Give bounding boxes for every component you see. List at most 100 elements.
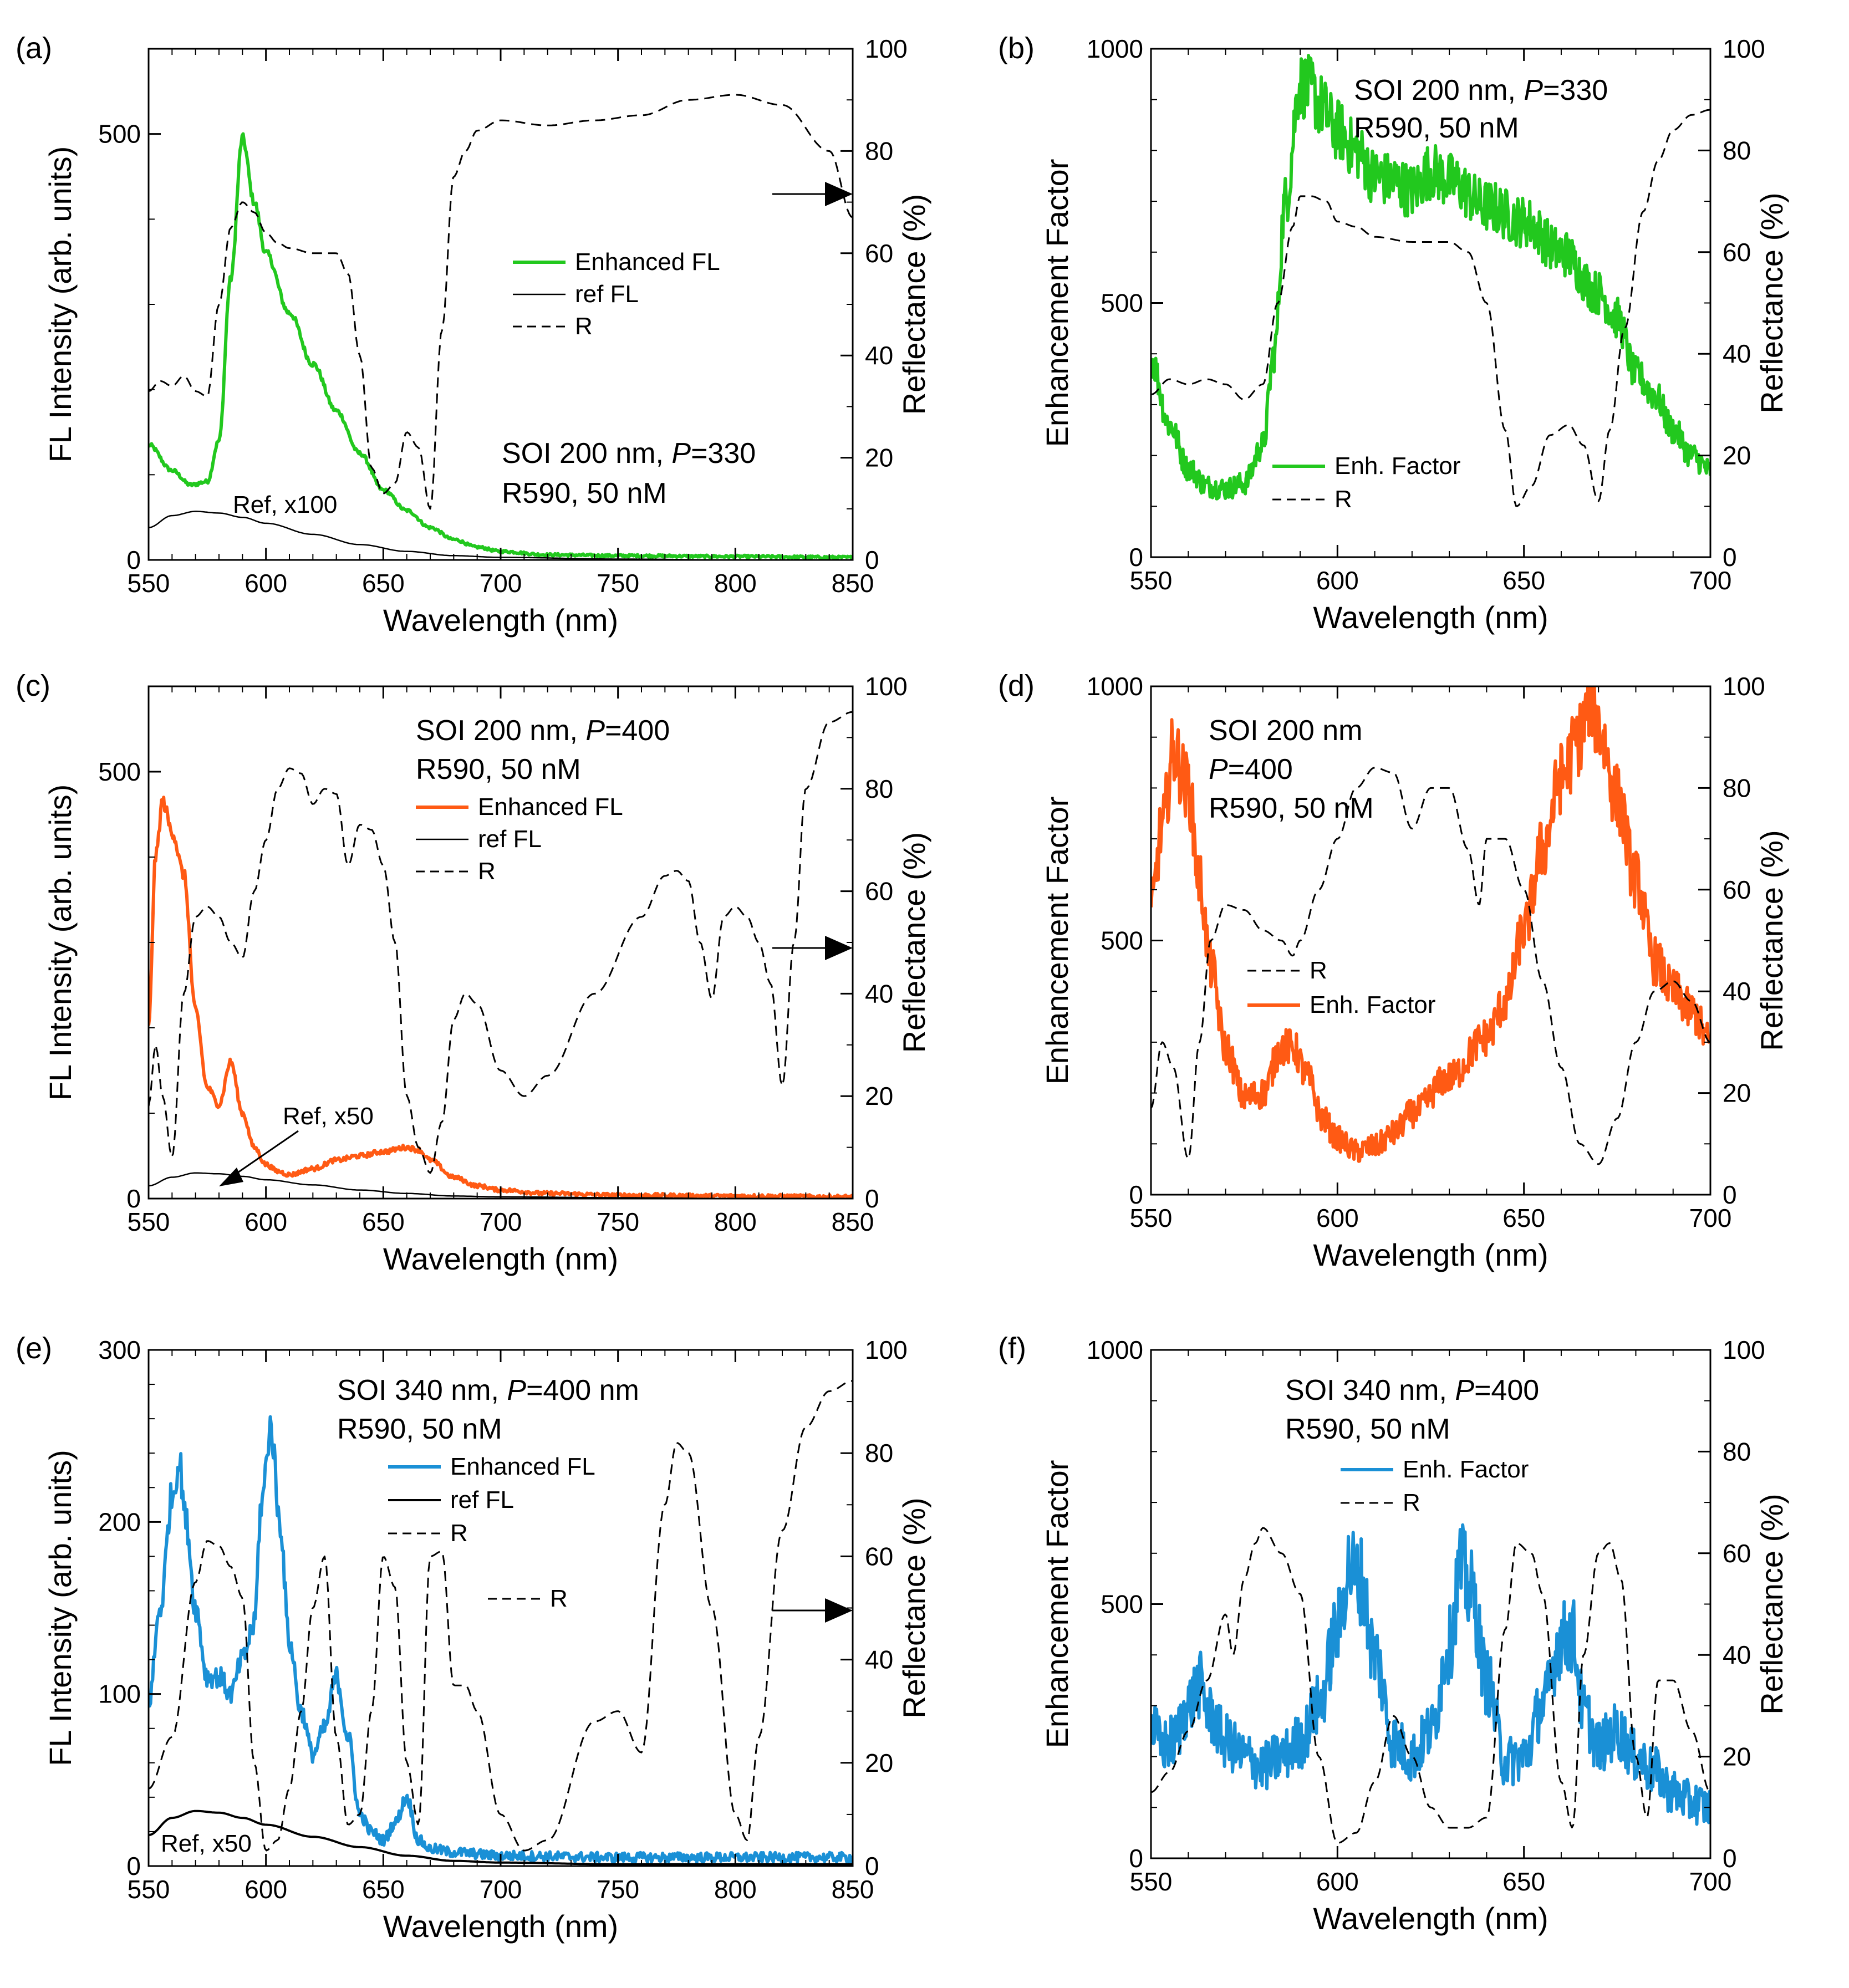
y2-tick-label: 0 — [1723, 1844, 1737, 1873]
x-tick-label: 600 — [245, 1207, 287, 1236]
chart-panel-f: 550 600 650 70005001000020406080100Waveleng… — [998, 1332, 1789, 1936]
legend-label: ref FL — [575, 281, 639, 308]
ref-pointer-arrowhead — [219, 1168, 243, 1186]
y2-tick-label: 100 — [1723, 34, 1765, 63]
series-r — [1151, 1527, 1710, 1844]
sample-annotation: SOI 200 nm — [1209, 715, 1362, 747]
panel-label: (b) — [998, 32, 1035, 65]
x-axis-label: Wavelength (nm) — [1313, 1901, 1548, 1936]
x-tick-label: 800 — [714, 1875, 757, 1904]
series-r — [149, 94, 853, 510]
series-enhanced-fl — [149, 796, 853, 1199]
x-tick-label: 550 — [1130, 1204, 1173, 1232]
y2-tick-label: 40 — [1723, 1640, 1751, 1669]
y2-tick-label: 40 — [865, 1645, 893, 1674]
legend-label-r: R — [550, 1585, 568, 1612]
y-tick-label: 500 — [98, 757, 141, 786]
legend-label: Enhanced FL — [575, 248, 720, 276]
x-tick-label: 650 — [362, 1207, 405, 1236]
ref-scale-label: Ref, x50 — [161, 1830, 252, 1857]
x-tick-label: 650 — [1502, 1867, 1545, 1896]
x-tick-label: 800 — [714, 569, 757, 598]
sample-annotation: P=400 — [1209, 753, 1293, 786]
y2-tick-label: 60 — [865, 1542, 893, 1571]
y2-tick-label: 60 — [1723, 875, 1751, 904]
chart-panel-b: 550 600 650 70005001000020406080100Waveleng… — [998, 32, 1789, 635]
y-tick-label: 0 — [1129, 543, 1143, 572]
y-tick-label: 0 — [126, 546, 141, 574]
x-tick-label: 700 — [480, 1875, 522, 1904]
panel-label: (e) — [16, 1332, 52, 1365]
axis-pointer-arrowhead — [825, 936, 853, 960]
legend-label: R — [1334, 486, 1352, 513]
panel-label: (a) — [16, 32, 52, 65]
sample-annotation: R590, 50 nM — [416, 753, 581, 786]
y-axis-label: FL Intensity (arb. units) — [43, 146, 78, 463]
y2-tick-label: 40 — [1723, 977, 1751, 1006]
y2-tick-label: 20 — [865, 1082, 893, 1110]
x-tick-label: 550 — [1130, 1867, 1173, 1896]
x-tick-label: 550 — [128, 1207, 170, 1236]
x-tick-label: 600 — [245, 1875, 287, 1904]
y2-tick-label: 20 — [865, 1749, 893, 1777]
axis-pointer-arrowhead — [825, 1598, 853, 1623]
y-axis-label: Enhancement Factor — [1040, 1460, 1074, 1749]
sample-annotation: SOI 200 nm, P=330 — [1354, 74, 1608, 106]
axis-pointer-arrowhead — [825, 182, 853, 206]
x-tick-label: 550 — [1130, 566, 1173, 595]
x-tick-label: 650 — [362, 569, 405, 598]
y2-tick-label: 40 — [1723, 339, 1751, 368]
x-axis-label: Wavelength (nm) — [1313, 600, 1548, 635]
x-tick-label: 600 — [245, 569, 287, 598]
legend-label: R — [450, 1520, 468, 1547]
y2-tick-label: 80 — [865, 136, 893, 165]
x-tick-label: 850 — [832, 1207, 874, 1236]
y-tick-label: 500 — [1101, 289, 1143, 318]
y-tick-label: 0 — [1129, 1844, 1143, 1873]
panel-label: (d) — [998, 669, 1035, 702]
x-tick-label: 700 — [480, 1207, 522, 1236]
x-tick-label: 550 — [128, 1875, 170, 1904]
sample-annotation: R590, 50 nM — [1285, 1413, 1450, 1445]
y-tick-label: 300 — [98, 1335, 141, 1364]
y2-tick-label: 0 — [1723, 543, 1737, 572]
legend-label: R — [1310, 957, 1327, 984]
sample-annotation: R590, 50 nM — [1354, 112, 1519, 144]
y2-tick-label: 60 — [1723, 238, 1751, 267]
legend-label: ref FL — [450, 1486, 514, 1513]
y2-axis-label: Reflectance (%) — [897, 194, 931, 415]
y-tick-label: 100 — [98, 1680, 141, 1709]
y-tick-label: 0 — [126, 1852, 141, 1880]
sample-annotation: R590, 50 nM — [1209, 792, 1374, 824]
x-axis-label: Wavelength (nm) — [1313, 1237, 1548, 1272]
legend-label: ref FL — [478, 825, 542, 853]
y2-axis-label: Reflectance (%) — [897, 832, 931, 1053]
x-axis-label: Wavelength (nm) — [383, 603, 618, 638]
legend-label: Enh. Factor — [1403, 1456, 1529, 1483]
y2-tick-label: 60 — [1723, 1539, 1751, 1568]
y2-tick-label: 80 — [1723, 1437, 1751, 1466]
y-axis-label: Enhancement Factor — [1040, 797, 1074, 1085]
sample-annotation: SOI 340 nm, P=400 — [1285, 1374, 1539, 1406]
x-tick-label: 700 — [480, 569, 522, 598]
y2-tick-label: 20 — [1723, 441, 1751, 470]
x-tick-label: 700 — [1689, 1867, 1732, 1896]
sample-annotation: SOI 200 nm, P=400 — [416, 715, 670, 747]
y-tick-label: 1000 — [1087, 672, 1143, 701]
y2-tick-label: 60 — [865, 239, 893, 268]
sample-annotation: R590, 50 nM — [502, 477, 667, 509]
x-tick-label: 550 — [128, 569, 170, 598]
chart-panel-a: 550 600 650 700 750 800 8500500020406080100Wav… — [16, 32, 931, 638]
series-enhanced-fl — [149, 1415, 853, 1864]
y2-axis-label: Reflectance (%) — [1754, 1493, 1789, 1714]
legend-label: Enh. Factor — [1334, 452, 1460, 480]
x-tick-label: 650 — [362, 1875, 405, 1904]
y2-tick-label: 40 — [865, 341, 893, 370]
panel-label: (c) — [16, 669, 50, 702]
y2-tick-label: 0 — [865, 1852, 879, 1880]
y2-tick-label: 80 — [865, 1439, 893, 1467]
y2-axis-label: Reflectance (%) — [1754, 192, 1789, 413]
chart-panel-c: 550 600 650 700 750 800 8500500020406080100Wav… — [16, 669, 931, 1276]
x-tick-label: 700 — [1689, 566, 1732, 595]
